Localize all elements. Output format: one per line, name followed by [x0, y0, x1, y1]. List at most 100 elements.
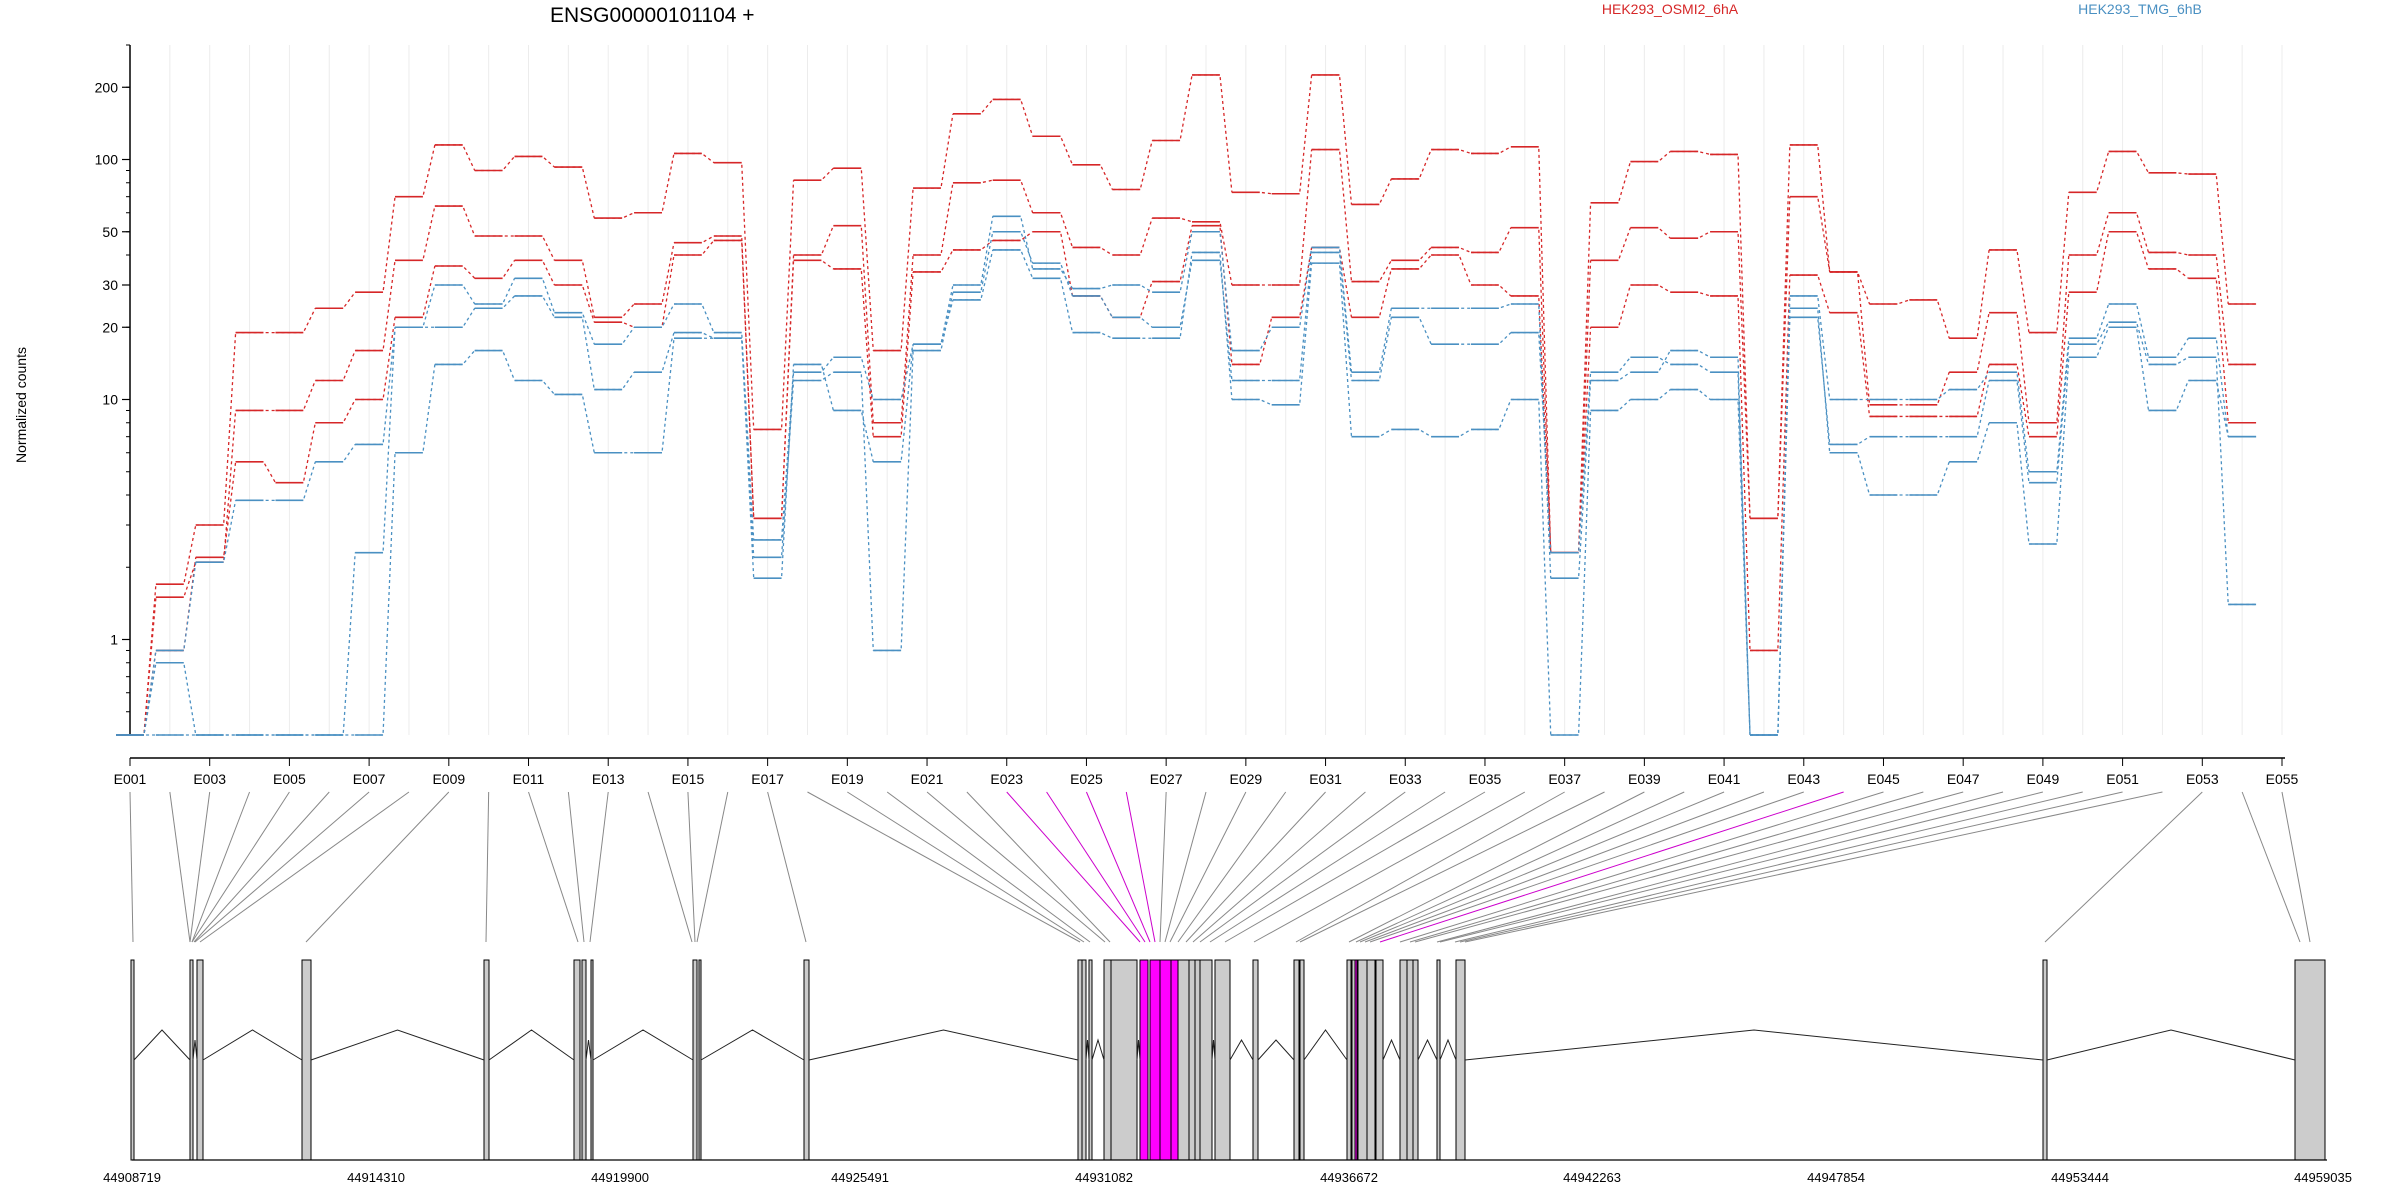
exon-block: [1399, 959, 1408, 1161]
exon-block: [1346, 959, 1352, 1161]
exon-connector: [193, 791, 330, 943]
exon-connector: [1409, 791, 1924, 943]
exon-connector: [194, 791, 370, 943]
exon-connector: [589, 791, 609, 943]
exon-block: [1299, 959, 1305, 1161]
exon-block: [590, 959, 594, 1161]
exon-connector: [807, 791, 1081, 943]
exon-block: [1406, 959, 1414, 1161]
x-tick-label: E047: [1947, 771, 1980, 787]
exon-connector: [129, 791, 134, 943]
exon-connector: [1436, 791, 2004, 943]
x-tick-label: E051: [2106, 771, 2139, 787]
genomic-coordinate-label: 44936672: [1320, 1170, 1378, 1185]
exon-block: [1412, 959, 1419, 1161]
chart-title: ENSG00000101104 +: [550, 4, 755, 27]
exon-connector: [1295, 791, 1565, 943]
exon-connector: [966, 791, 1111, 943]
exon-block-highlighted: [1354, 959, 1358, 1161]
exon-connector: [485, 791, 490, 943]
y-tick-label: 10: [102, 392, 118, 408]
genomic-coordinate-label: 44908719: [103, 1170, 161, 1185]
exon-block: [1177, 959, 1190, 1161]
exon-connector: [1348, 791, 1645, 943]
exon-connector: [767, 791, 807, 943]
series-2: [116, 148, 2257, 736]
genomic-coordinate-label: 44947854: [1807, 1170, 1865, 1185]
x-tick-label: E007: [353, 771, 386, 787]
exon-block: [1436, 959, 1441, 1161]
x-tick-label: E019: [831, 771, 864, 787]
exon-connector: [1209, 791, 1446, 943]
series-connector: [116, 249, 2257, 736]
x-tick-label: E003: [193, 771, 226, 787]
y-tick-label: 100: [95, 152, 119, 168]
genomic-coordinate-label: 44931082: [1075, 1170, 1133, 1185]
series-connector: [116, 225, 2257, 736]
exon-block: [1081, 959, 1087, 1161]
exon-connector: [1253, 791, 1526, 943]
genomic-coordinate-label: 44953444: [2051, 1170, 2109, 1185]
exon-block: [581, 959, 587, 1161]
exon-block: [1357, 959, 1368, 1161]
x-tick-label: E029: [1230, 771, 1263, 787]
exon-connector: [1414, 791, 1964, 943]
exon-block: [1199, 959, 1213, 1161]
legend-entry: HEK293_OSMI2_6hA: [1602, 1, 1739, 17]
x-tick-label: E027: [1150, 771, 1183, 787]
exon-connector: [1464, 791, 2163, 943]
exon-connector: [189, 791, 211, 943]
x-tick-label: E045: [1867, 771, 1900, 787]
exon-connector-highlighted: [1379, 791, 1844, 943]
exon-block: [1077, 959, 1083, 1161]
exon-connector: [1299, 791, 1605, 943]
exon-block: [1110, 959, 1138, 1161]
exon-connector: [199, 791, 410, 943]
series-1: [116, 74, 2257, 736]
exon-connector: [886, 791, 1091, 943]
exon-block: [483, 959, 490, 1161]
exon-connector: [1192, 791, 1366, 943]
exon-connector: [1459, 791, 2123, 943]
intron-lines: [133, 1029, 2296, 1061]
exon-block: [698, 959, 702, 1161]
exon-block: [2294, 959, 2326, 1161]
genomic-coordinate-label: 44919900: [591, 1170, 649, 1185]
exon-block: [301, 959, 312, 1161]
legend-entry: HEK293_TMG_6hB: [2078, 1, 2202, 17]
exon-connector: [528, 791, 579, 943]
exon-block: [2042, 959, 2048, 1161]
exon-connectors: [129, 791, 2311, 943]
x-tick-label: E037: [1548, 771, 1581, 787]
x-tick-label: E013: [592, 771, 625, 787]
exon-connector: [305, 791, 450, 943]
series-lines: [116, 74, 2257, 736]
exon-connector: [926, 791, 1106, 943]
exon-connector: [1454, 791, 2083, 943]
exon-block: [692, 959, 698, 1161]
x-tick-label: E005: [273, 771, 306, 787]
x-tick-label: E025: [1070, 771, 1103, 787]
exon-connector: [647, 791, 693, 943]
exon-block: [1103, 959, 1112, 1161]
exon-connector: [687, 791, 696, 943]
x-tick-label: E041: [1708, 771, 1741, 787]
x-tick-label: E021: [911, 771, 944, 787]
x-tick-label: E049: [2027, 771, 2060, 787]
exon-connector-highlighted: [1006, 791, 1141, 943]
x-tick-label: E039: [1628, 771, 1661, 787]
exon-connector: [1359, 791, 1725, 943]
exon-block: [189, 959, 194, 1161]
axes: 1 10 20 30 50 100 200 E001 E003 E005 E007 E009 E011 E…: [95, 44, 2299, 787]
x-tick-label: E015: [672, 771, 705, 787]
exon-block: [573, 959, 581, 1161]
genomic-coordinate-label: 44914310: [347, 1170, 405, 1185]
exon-block: [803, 959, 810, 1161]
series-5: [116, 230, 2257, 736]
series-connector: [116, 148, 2257, 736]
exon-connector: [2281, 791, 2311, 943]
exon-block: [1375, 959, 1384, 1161]
y-tick-label: 50: [102, 224, 118, 240]
series-connector: [116, 231, 2257, 736]
